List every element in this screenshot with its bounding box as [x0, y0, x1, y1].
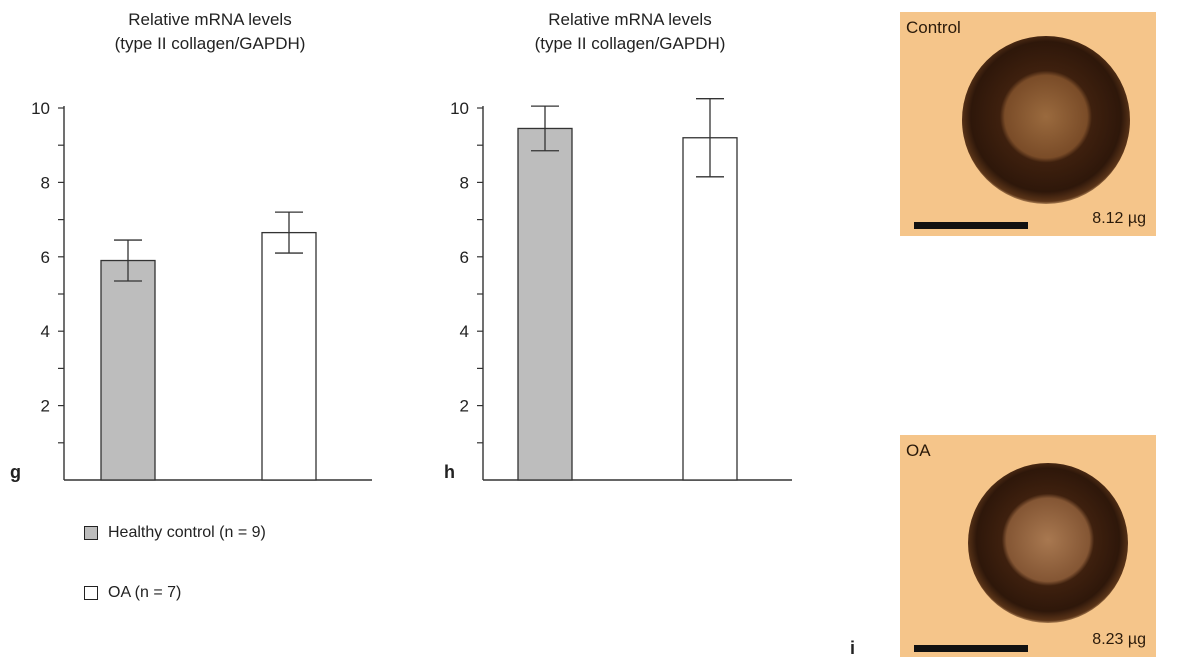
scale-bar-oa	[914, 645, 1028, 652]
pellet-control	[962, 36, 1130, 204]
chart-h-ytick-label-6: 6	[460, 248, 469, 267]
chart-h-bar-oa	[682, 137, 738, 481]
chart-g-ytick-label-2: 2	[41, 397, 50, 416]
chart-g-errorbar-healthy	[114, 239, 142, 282]
chart-g: 2 4 6 8 10	[31, 99, 372, 481]
pellet-oa	[968, 463, 1128, 623]
chart-h-ytick-label-10: 10	[450, 99, 469, 118]
chart-g-title-line-1: Relative mRNA levels	[128, 10, 292, 29]
legend-label-healthy: Healthy control (n = 9)	[108, 524, 266, 541]
chart-g-ytick-label-10: 10	[31, 99, 50, 118]
chart-g-bar-healthy	[100, 259, 156, 481]
chart-h-bar-healthy	[517, 127, 573, 481]
chart-h-title-line-1: Relative mRNA levels	[548, 10, 712, 29]
chart-h-ytick-label-2: 2	[460, 397, 469, 416]
chart-h-ytick-label-8: 8	[460, 173, 469, 192]
photo-label-control: Control	[906, 18, 961, 37]
chart-g-ytick-label-8: 8	[41, 173, 50, 192]
panel-letter-g: g	[10, 462, 21, 482]
chart-g-ytick-label-4: 4	[41, 322, 50, 341]
photo-mass-oa: 8.23 µg	[1092, 631, 1146, 648]
panel-letter-h: h	[444, 462, 455, 482]
legend-label-oa: OA (n = 7)	[108, 584, 182, 601]
scale-bar-control	[914, 222, 1028, 229]
photo-label-oa: OA	[906, 441, 931, 460]
chart-h-errorbar-healthy	[531, 105, 559, 152]
legend-swatch-oa	[84, 586, 98, 600]
chart-h-ytick-label-4: 4	[460, 322, 469, 341]
chart-h: 2 4 6 8 10	[450, 98, 792, 481]
legend-item-oa: OA (n = 7)	[84, 584, 181, 602]
chart-g-title-line-2: (type II collagen/GAPDH)	[114, 34, 306, 53]
legend-swatch-healthy	[84, 526, 98, 540]
photo-mass-control: 8.12 µg	[1092, 210, 1146, 227]
legend-item-healthy-control: Healthy control (n = 9)	[84, 524, 266, 542]
photo-control-pellet: Control 8.12 µg	[900, 12, 1156, 236]
chart-h-title-line-2: (type II collagen/GAPDH)	[534, 34, 726, 53]
chart-g-title: Relative mRNA levels (type II collagen/G…	[40, 8, 380, 56]
chart-h-title: Relative mRNA levels (type II collagen/G…	[460, 8, 800, 56]
panel-letter-i: i	[850, 638, 856, 658]
chart-g-ytick-label-6: 6	[41, 248, 50, 267]
chart-g-bar-oa	[261, 231, 317, 481]
chart-h-errorbar-oa	[696, 98, 724, 178]
photo-oa-pellet: OA 8.23 µg	[900, 435, 1156, 657]
chart-g-errorbar-oa	[275, 211, 303, 254]
